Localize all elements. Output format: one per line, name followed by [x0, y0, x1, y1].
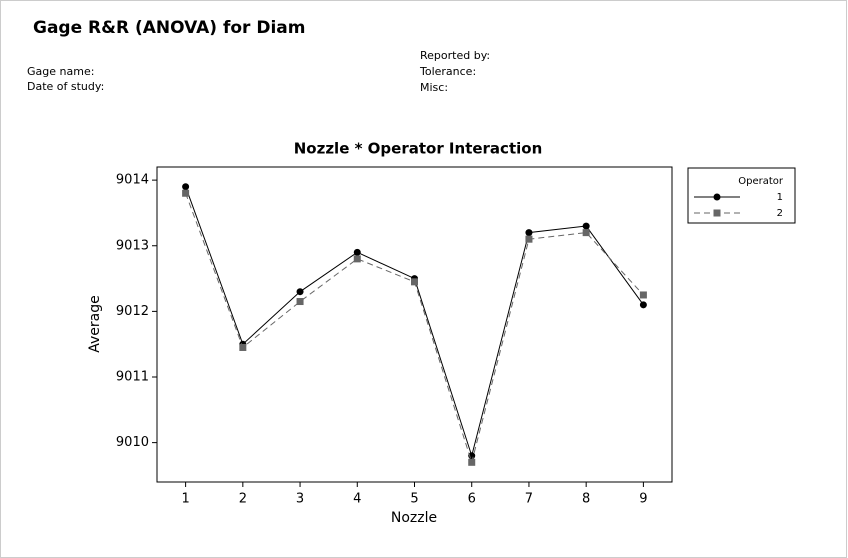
legend-label: 1	[777, 192, 783, 203]
marker	[639, 301, 647, 309]
y-tick-label: 9012	[116, 304, 149, 319]
y-tick-label: 9014	[116, 173, 149, 188]
marker	[182, 189, 190, 197]
x-tick-label: 6	[468, 492, 476, 507]
x-tick-label: 2	[239, 492, 247, 507]
marker	[296, 298, 304, 306]
marker	[353, 255, 361, 263]
x-tick-label: 7	[525, 492, 533, 507]
gage-name: Gage name:	[27, 65, 94, 78]
marker	[239, 343, 247, 351]
x-tick-label: 4	[353, 492, 361, 507]
marker	[525, 235, 533, 243]
misc: Misc:	[420, 81, 448, 94]
marker	[582, 229, 590, 237]
legend-marker	[713, 193, 721, 201]
chart-title: Nozzle * Operator Interaction	[294, 140, 543, 158]
x-tick-label: 1	[181, 492, 189, 507]
marker	[525, 229, 533, 237]
legend-label: 2	[777, 208, 783, 219]
y-tick-label: 9013	[116, 238, 149, 253]
date-of-study: Date of study:	[27, 80, 104, 93]
marker	[639, 291, 647, 299]
y-axis-label: Average	[87, 295, 103, 353]
legend-marker	[713, 209, 721, 217]
marker	[182, 183, 190, 191]
legend-title: Operator	[738, 176, 784, 187]
y-tick-label: 9011	[116, 370, 149, 385]
x-tick-label: 5	[410, 492, 418, 507]
x-axis-label: Nozzle	[391, 510, 437, 526]
x-tick-label: 9	[639, 492, 647, 507]
reported-by: Reported by:	[420, 49, 490, 62]
marker	[582, 222, 590, 230]
tolerance: Tolerance:	[419, 65, 476, 78]
marker	[353, 248, 361, 256]
x-tick-label: 3	[296, 492, 304, 507]
page-title: Gage R&R (ANOVA) for Diam	[33, 18, 305, 38]
legend-box	[687, 167, 796, 224]
marker	[411, 278, 418, 286]
y-tick-label: 9010	[116, 435, 149, 450]
marker	[468, 458, 476, 466]
x-tick-label: 8	[582, 492, 590, 507]
marker	[296, 288, 304, 296]
